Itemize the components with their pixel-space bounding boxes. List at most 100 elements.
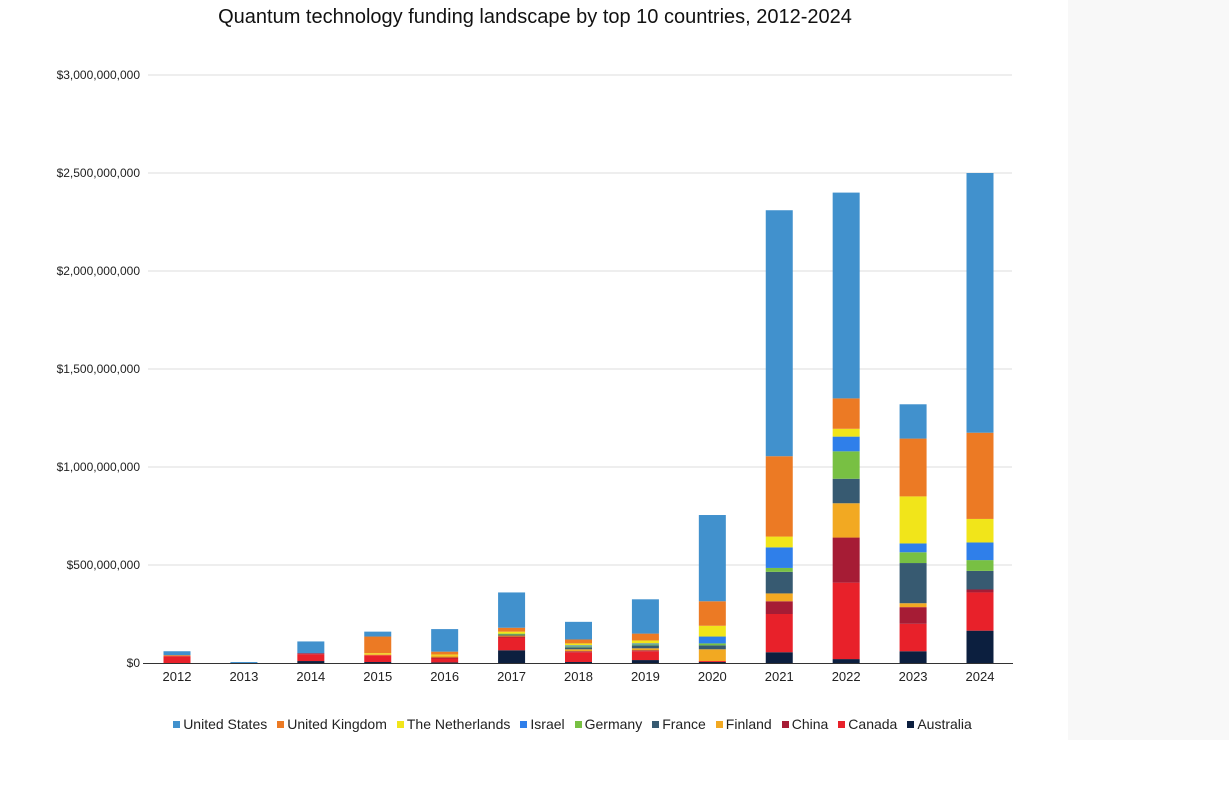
bar-segment-australia-2022 <box>832 659 860 663</box>
legend-swatch-israel <box>520 720 528 728</box>
bar-segment-germany-2023 <box>899 552 927 564</box>
bar-segment-canada-2012 <box>163 656 191 663</box>
bar-segment-finland-2020 <box>698 649 726 662</box>
bar-segment-canada-2015 <box>364 655 392 663</box>
bar-segment-israel-2023 <box>899 543 927 553</box>
bar-segment-the-netherlands-2020 <box>698 625 726 637</box>
bar-segment-canada-2022 <box>832 582 860 660</box>
x-tick-label: 2013 <box>229 669 258 684</box>
legend-item-canada: Canada <box>838 716 897 732</box>
legend-swatch-united-kingdom <box>277 720 285 728</box>
bar-segment-australia-2016 <box>431 662 459 663</box>
legend-swatch-canada <box>838 720 846 728</box>
chart-title: Quantum technology funding landscape by … <box>218 6 852 28</box>
side-panel <box>1068 0 1229 740</box>
bar-segment-united-states-2021 <box>765 210 793 457</box>
x-tick-label: 2016 <box>430 669 459 684</box>
bar-segment-united-states-2014 <box>297 641 325 654</box>
bar-segment-australia-2021 <box>765 652 793 663</box>
bar-segment-finland-2022 <box>832 503 860 538</box>
bar-segment-china-2018 <box>565 651 592 653</box>
legend-label: Israel <box>530 716 565 732</box>
bar-segment-united-states-2019 <box>631 599 659 634</box>
legend-label: Canada <box>848 716 898 732</box>
bar-segment-the-netherlands-2019 <box>631 640 659 644</box>
bar-segment-france-2020 <box>698 645 726 650</box>
x-tick-label: 2019 <box>631 669 660 684</box>
bar-segment-united-kingdom-2012 <box>163 655 191 657</box>
legend-swatch-the-netherlands <box>396 720 404 728</box>
bar-segment-canada-2023 <box>899 623 927 652</box>
bar-segment-canada-2016 <box>431 658 459 663</box>
bar-segment-the-netherlands-2024 <box>966 518 994 543</box>
legend-label: The Netherlands <box>406 716 511 732</box>
y-tick-label: $500,000,000 <box>67 558 141 572</box>
bar-segment-germany-2021 <box>765 567 793 572</box>
x-tick-label: 2015 <box>363 669 392 684</box>
bar-segment-china-2023 <box>899 607 927 624</box>
bar-segment-canada-2020 <box>698 661 726 663</box>
x-tick-label: 2024 <box>966 669 995 684</box>
bar-segment-finland-2016 <box>431 655 459 658</box>
y-tick-label: $1,500,000,000 <box>57 362 141 376</box>
legend-label: Germany <box>584 716 643 732</box>
bar-segment-united-states-2013 <box>230 662 258 663</box>
bar-segment-israel-2019 <box>631 643 659 645</box>
legend-label: China <box>791 716 829 732</box>
bar-segment-france-2021 <box>765 571 793 594</box>
bar-segment-china-2019 <box>631 650 659 652</box>
bar-segment-israel-2020 <box>698 636 726 644</box>
bar-segment-the-netherlands-2023 <box>899 496 927 544</box>
x-tick-label: 2017 <box>497 669 526 684</box>
bar-segment-canada-2019 <box>631 651 659 661</box>
bar-segment-the-netherlands-2016 <box>431 654 459 656</box>
bar-segment-china-2024 <box>966 589 994 593</box>
bar-segment-the-netherlands-2022 <box>832 428 860 437</box>
bar-segment-germany-2017 <box>498 633 526 635</box>
bar-segment-australia-2014 <box>297 661 325 663</box>
bar-segment-australia-2015 <box>364 662 392 663</box>
bar-segment-israel-2021 <box>765 547 793 568</box>
legend-item-israel: Israel <box>520 716 565 732</box>
legend-label: Finland <box>725 716 772 732</box>
bar-segment-united-states-2023 <box>899 404 927 439</box>
bar-segment-the-netherlands-2017 <box>498 631 526 634</box>
bar-segment-finland-2015 <box>364 654 392 656</box>
bar-segment-united-kingdom-2021 <box>765 456 793 537</box>
legend-item-united-kingdom: United Kingdom <box>277 716 387 732</box>
legend-swatch-united-states <box>173 720 181 728</box>
legend-item-france: France <box>652 716 706 732</box>
legend-label: United States <box>183 716 268 732</box>
legend-item-the-netherlands: The Netherlands <box>396 716 511 732</box>
x-tick-label: 2022 <box>832 669 861 684</box>
bar-segment-australia-2019 <box>631 660 659 663</box>
legend-swatch-germany <box>574 720 582 728</box>
bar-segment-france-2017 <box>498 634 526 636</box>
bar-segment-israel-2024 <box>966 542 994 561</box>
bar-segment-finland-2021 <box>765 593 793 602</box>
y-tick-label: $1,000,000,000 <box>57 460 141 474</box>
bar-segment-canada-2018 <box>565 652 592 663</box>
bar-segment-china-2021 <box>765 601 793 614</box>
legend-swatch-china <box>781 720 789 728</box>
y-tick-label: $0 <box>127 656 141 670</box>
legend-item-germany: Germany <box>574 716 643 732</box>
x-tick-label: 2012 <box>163 669 192 684</box>
bar-segment-united-states-2012 <box>163 651 191 656</box>
bar-segment-canada-2014 <box>297 654 325 662</box>
legend-label: Australia <box>917 716 972 732</box>
legend-item-australia: Australia <box>907 716 972 732</box>
chart-legend: United States United Kingdom The Netherl… <box>0 716 1145 732</box>
legend-item-china: China <box>781 716 829 732</box>
bar-segment-canada-2017 <box>498 637 526 651</box>
bar-segment-finland-2017 <box>498 635 526 637</box>
bar-segment-united-states-2020 <box>698 515 726 602</box>
bar-segment-china-2014 <box>297 653 325 655</box>
bar-segment-australia-2020 <box>698 662 726 663</box>
x-tick-label: 2021 <box>765 669 794 684</box>
bar-segment-united-states-2015 <box>364 631 392 637</box>
bar-segment-the-netherlands-2018 <box>565 643 592 646</box>
bar-segment-united-kingdom-2020 <box>698 601 726 626</box>
bar-segment-australia-2017 <box>498 650 526 663</box>
